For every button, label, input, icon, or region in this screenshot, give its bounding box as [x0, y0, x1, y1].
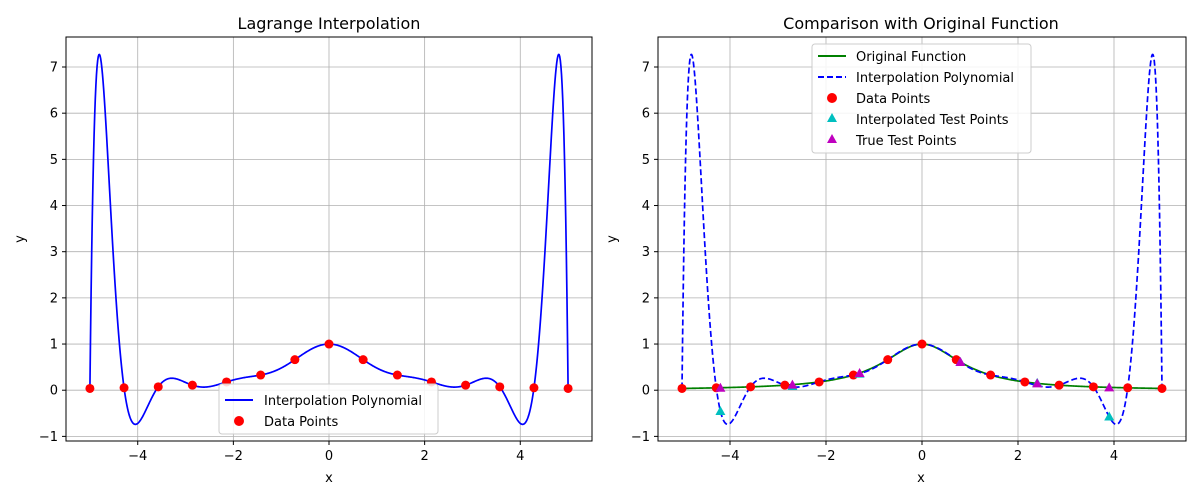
- y-tick-label: 5: [50, 153, 58, 168]
- y-tick-label: 2: [642, 291, 650, 306]
- y-tick-label: 7: [50, 61, 58, 76]
- true-test-point-marker: [854, 368, 865, 378]
- x-tick-label: 0: [918, 449, 926, 464]
- data-point-marker: [917, 339, 927, 349]
- right-plot-panel: Comparison with Original Function −4 −2 0 2…: [605, 14, 1187, 486]
- data-point-marker: [780, 380, 790, 390]
- y-tick-label: 4: [642, 199, 650, 214]
- right-legend-entry: Data Points: [856, 92, 930, 107]
- x-tick-label: 0: [325, 449, 333, 464]
- data-point-marker: [324, 339, 334, 349]
- data-point-marker: [392, 370, 402, 380]
- x-tick-label: −2: [224, 449, 243, 464]
- x-tick-label: 2: [420, 449, 428, 464]
- right-legend-triangle-swatch: [827, 134, 837, 143]
- right-ticks: −4 −2 0 2 4 −1 0 1 2 3 4 5 6 7: [631, 61, 1118, 464]
- true-test-point-marker: [1032, 378, 1043, 388]
- data-point-marker: [153, 382, 163, 392]
- y-tick-label: 1: [642, 338, 650, 353]
- right-legend: Original Function Interpolation Polynomi…: [811, 43, 1032, 154]
- data-point-marker: [529, 383, 539, 393]
- right-x-axis-label: x: [917, 471, 925, 486]
- x-tick-label: 4: [516, 449, 524, 464]
- left-plot-title: Lagrange Interpolation: [238, 14, 421, 33]
- data-point-marker: [256, 370, 266, 380]
- right-series-layer: [677, 53, 1167, 426]
- x-tick-label: −2: [816, 449, 835, 464]
- y-tick-label: 2: [50, 291, 58, 306]
- y-tick-label: 7: [642, 61, 650, 76]
- y-tick-label: 6: [50, 107, 58, 122]
- left-legend: Interpolation Polynomial Data Points: [218, 383, 439, 435]
- right-legend-entry: Original Function: [856, 50, 966, 65]
- data-point-marker: [1123, 383, 1133, 393]
- y-tick-label: −1: [39, 430, 58, 445]
- data-point-marker: [461, 380, 471, 390]
- y-tick-label: 3: [642, 245, 650, 260]
- data-point-marker: [563, 383, 573, 393]
- data-point-marker: [814, 377, 824, 387]
- y-tick-label: −1: [631, 430, 650, 445]
- data-point-marker: [1088, 382, 1098, 392]
- true-test-point-marker: [715, 382, 726, 392]
- data-point-marker: [290, 355, 300, 365]
- true-test-point-marker: [787, 379, 798, 389]
- left-plot-panel: Lagrange Interpolation −4 −2 0 2 4 −1 0 1 2 3 4 5 6 7…: [13, 14, 593, 486]
- left-x-axis-label: x: [325, 471, 333, 486]
- y-tick-label: 3: [50, 245, 58, 260]
- data-point-marker: [1054, 380, 1064, 390]
- left-y-axis-label: y: [13, 235, 28, 243]
- y-tick-label: 4: [50, 199, 58, 214]
- data-point-marker: [495, 382, 505, 392]
- x-tick-label: 4: [1110, 449, 1118, 464]
- data-point-marker: [677, 383, 687, 393]
- left-legend-entry: Interpolation Polynomial: [264, 394, 422, 409]
- left-ticks: −4 −2 0 2 4 −1 0 1 2 3 4 5 6 7: [39, 61, 525, 464]
- true-test-point-marker: [955, 357, 966, 367]
- left-legend-marker-swatch: [234, 416, 244, 426]
- interpolated-test-point-marker: [715, 405, 726, 415]
- y-tick-label: 0: [50, 384, 58, 399]
- data-point-marker: [119, 383, 129, 393]
- y-tick-label: 6: [642, 107, 650, 122]
- data-point-marker: [1020, 377, 1030, 387]
- x-tick-label: −4: [128, 449, 147, 464]
- y-tick-label: 5: [642, 153, 650, 168]
- data-point-marker: [85, 383, 95, 393]
- right-legend-entry: True Test Points: [855, 134, 957, 149]
- data-point-marker: [986, 370, 996, 380]
- y-tick-label: 0: [642, 384, 650, 399]
- y-tick-label: 1: [50, 338, 58, 353]
- left-legend-box: [218, 383, 439, 435]
- data-point-marker: [187, 380, 197, 390]
- right-legend-entry: Interpolation Polynomial: [856, 71, 1014, 86]
- x-tick-label: −4: [720, 449, 739, 464]
- data-point-marker: [746, 382, 756, 392]
- data-point-marker: [1157, 383, 1167, 393]
- right-plot-title: Comparison with Original Function: [783, 14, 1059, 33]
- x-tick-label: 2: [1014, 449, 1022, 464]
- right-legend-marker-swatch: [827, 93, 837, 103]
- interpolated-test-point-marker: [1104, 411, 1115, 421]
- true-test-point-marker: [1104, 382, 1115, 392]
- left-legend-entry: Data Points: [264, 415, 338, 430]
- right-y-axis-label: y: [605, 235, 620, 243]
- data-point-marker: [883, 355, 893, 365]
- right-legend-triangle-swatch: [827, 113, 837, 122]
- right-legend-entry: Interpolated Test Points: [856, 113, 1009, 128]
- data-point-marker: [358, 355, 368, 365]
- right-legend-box: [811, 43, 1032, 154]
